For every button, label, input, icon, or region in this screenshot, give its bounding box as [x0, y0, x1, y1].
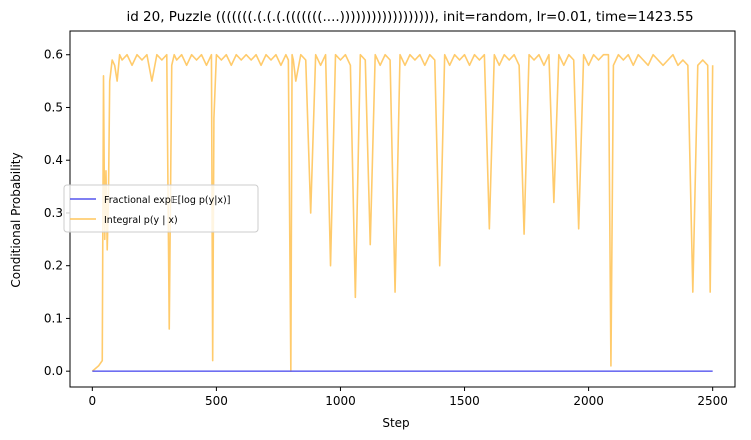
y-tick-label: 0.3: [44, 206, 63, 220]
x-axis: 0 500 1000 1500 2000 2500: [89, 387, 728, 408]
y-tick-label: 0.5: [44, 100, 63, 114]
y-axis: 0.0 0.1 0.2 0.3 0.4 0.5 0.6: [44, 48, 70, 378]
chart-title: id 20, Puzzle (((((((.(.(.(.(((((((....)…: [126, 9, 693, 25]
x-tick-label: 0: [89, 394, 97, 408]
legend: Fractional exp𝔼[log p(y|x)] Integral p(y…: [63, 184, 259, 233]
x-tick-label: 1000: [325, 394, 356, 408]
y-tick-label: 0.0: [44, 364, 63, 378]
y-tick-label: 0.6: [44, 48, 63, 62]
y-tick-label: 0.1: [44, 311, 63, 325]
x-tick-label: 500: [205, 394, 228, 408]
x-tick-label: 2500: [697, 394, 728, 408]
y-tick-label: 0.2: [44, 259, 63, 273]
y-axis-label: Conditional Probability: [9, 152, 23, 287]
x-tick-label: 2000: [573, 394, 604, 408]
x-tick-label: 1500: [449, 394, 480, 408]
y-tick-label: 0.4: [44, 153, 63, 167]
legend-label-integral: Integral p(y | x): [104, 215, 178, 226]
legend-label-fractional: Fractional exp𝔼[log p(y|x)]: [104, 195, 230, 206]
x-axis-label: Step: [382, 416, 409, 430]
legend-box: [63, 184, 259, 233]
